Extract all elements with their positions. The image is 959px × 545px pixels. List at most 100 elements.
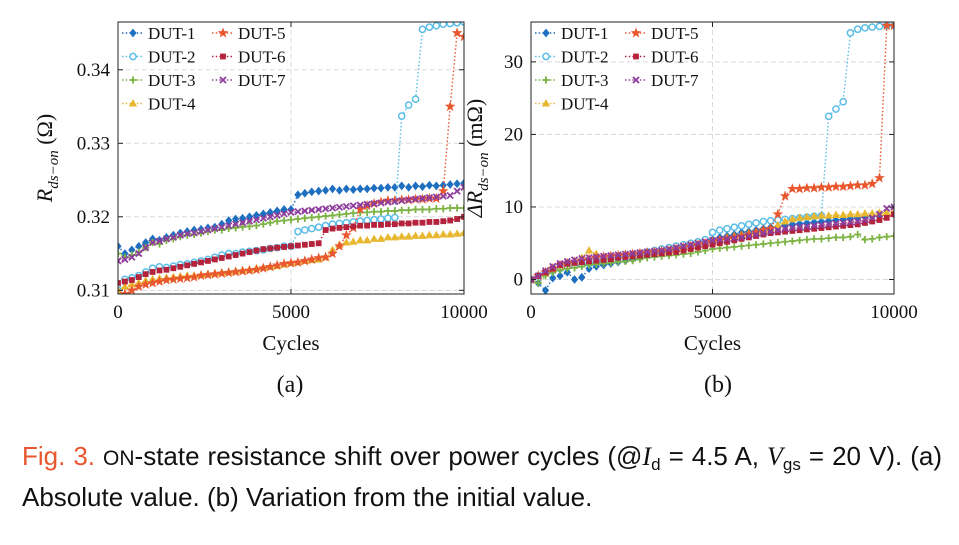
data-point-dut-6 — [637, 252, 643, 259]
data-point-dut-3 — [252, 222, 260, 230]
data-point-dut-3 — [411, 205, 420, 214]
data-point-dut-7 — [578, 254, 586, 263]
data-point-dut-2 — [370, 215, 378, 224]
data-point-dut-5 — [874, 172, 885, 183]
plot-area — [118, 22, 464, 294]
data-point-dut-6 — [246, 249, 253, 255]
data-point-dut-2 — [439, 22, 448, 29]
data-point-dut-6 — [891, 211, 894, 218]
data-point-dut-5 — [119, 288, 131, 294]
data-point-dut-6 — [163, 266, 170, 273]
data-point-dut-7 — [752, 230, 760, 239]
data-point-dut-4 — [809, 211, 819, 220]
data-point-dut-2 — [708, 228, 717, 237]
data-point-dut-7 — [883, 204, 891, 213]
data-point-dut-3 — [266, 219, 274, 227]
data-point-dut-4 — [452, 229, 462, 237]
data-point-dut-7 — [128, 253, 136, 261]
data-point-dut-3 — [432, 205, 440, 213]
data-point-dut-3 — [294, 215, 302, 223]
data-point-dut-7 — [266, 213, 274, 221]
data-point-dut-7 — [650, 247, 659, 255]
data-point-dut-7 — [614, 251, 622, 259]
data-point-dut-2 — [453, 22, 461, 27]
data-point-dut-6 — [854, 221, 861, 228]
data-point-dut-6 — [738, 235, 745, 242]
data-point-dut-5 — [299, 255, 311, 266]
data-point-dut-6 — [198, 259, 204, 266]
data-point-dut-3 — [868, 235, 876, 243]
data-point-dut-1 — [425, 180, 433, 190]
data-point-dut-4 — [120, 282, 130, 290]
data-point-dut-5 — [257, 262, 269, 273]
data-point-dut-4 — [802, 212, 812, 221]
data-point-dut-6 — [281, 244, 287, 250]
data-point-dut-6 — [673, 249, 680, 255]
data-point-dut-4 — [780, 217, 790, 225]
data-point-dut-2 — [307, 224, 316, 233]
data-point-dut-6 — [232, 252, 239, 258]
data-point-dut-7 — [868, 214, 876, 222]
data-point-dut-4 — [773, 220, 783, 229]
data-point-dut-7 — [232, 220, 240, 228]
data-point-dut-5 — [852, 179, 864, 190]
caption-text-1: -state resistance shift over power cycle… — [134, 441, 643, 471]
data-point-dut-6 — [564, 260, 571, 267]
data-point-dut-7 — [439, 192, 447, 200]
data-point-dut-5 — [772, 208, 784, 219]
data-point-dut-6 — [774, 229, 781, 236]
data-point-dut-7 — [446, 191, 454, 200]
data-point-dut-7 — [280, 210, 288, 218]
data-point-dut-7 — [585, 254, 593, 262]
data-point-dut-6 — [322, 227, 329, 233]
data-point-dut-2 — [425, 23, 434, 31]
data-point-dut-4 — [356, 235, 365, 244]
data-point-dut-4 — [349, 237, 358, 245]
data-point-dut-2 — [752, 219, 760, 227]
data-point-dut-7 — [287, 208, 295, 217]
data-point-dut-6 — [384, 221, 391, 228]
y-tick-label: 0 — [514, 269, 524, 290]
data-point-dut-3 — [342, 210, 350, 218]
data-point-dut-5 — [306, 253, 318, 264]
data-point-dut-7 — [629, 249, 637, 258]
y-tick-label: 0.32 — [77, 207, 110, 228]
data-point-dut-4 — [127, 280, 137, 288]
data-point-dut-1 — [384, 183, 392, 192]
data-point-dut-6 — [426, 219, 433, 225]
data-point-dut-4 — [432, 230, 441, 239]
data-point-dut-1 — [328, 184, 337, 194]
legend-label: DUT-2 — [561, 48, 609, 67]
x-tick-label: 10000 — [870, 302, 918, 323]
data-point-dut-2 — [759, 217, 768, 226]
caption-vgs-variable: V — [767, 442, 783, 471]
data-point-dut-6 — [789, 227, 796, 234]
data-point-dut-7 — [723, 235, 731, 243]
legend-label: DUT-1 — [148, 24, 196, 43]
data-point-dut-2 — [846, 29, 855, 37]
data-point-dut-1 — [585, 264, 593, 274]
data-point-dut-3 — [446, 204, 454, 212]
data-point-dut-5 — [437, 185, 449, 196]
x-axis-label: Cycles — [262, 331, 319, 355]
data-point-dut-6 — [184, 262, 191, 269]
caption-id-subscript: d — [651, 455, 661, 474]
data-point-dut-7 — [460, 183, 464, 192]
legend-marker-dut-1 — [542, 28, 550, 38]
data-point-dut-7 — [788, 224, 796, 232]
data-point-dut-5 — [320, 251, 331, 262]
data-point-dut-1 — [377, 183, 385, 193]
data-point-dut-4 — [831, 210, 841, 218]
data-point-dut-3 — [370, 208, 378, 216]
data-point-dut-5 — [292, 256, 304, 267]
data-point-dut-7 — [384, 198, 392, 206]
data-point-dut-4 — [445, 230, 455, 238]
data-point-dut-5 — [830, 181, 842, 192]
x-tick-label: 0 — [526, 302, 536, 323]
data-point-dut-7 — [534, 272, 542, 280]
data-point-dut-6 — [260, 246, 267, 253]
data-point-dut-6 — [811, 225, 818, 232]
data-point-dut-6 — [447, 217, 454, 224]
data-point-dut-6 — [840, 222, 847, 229]
data-point-dut-6 — [607, 256, 614, 263]
